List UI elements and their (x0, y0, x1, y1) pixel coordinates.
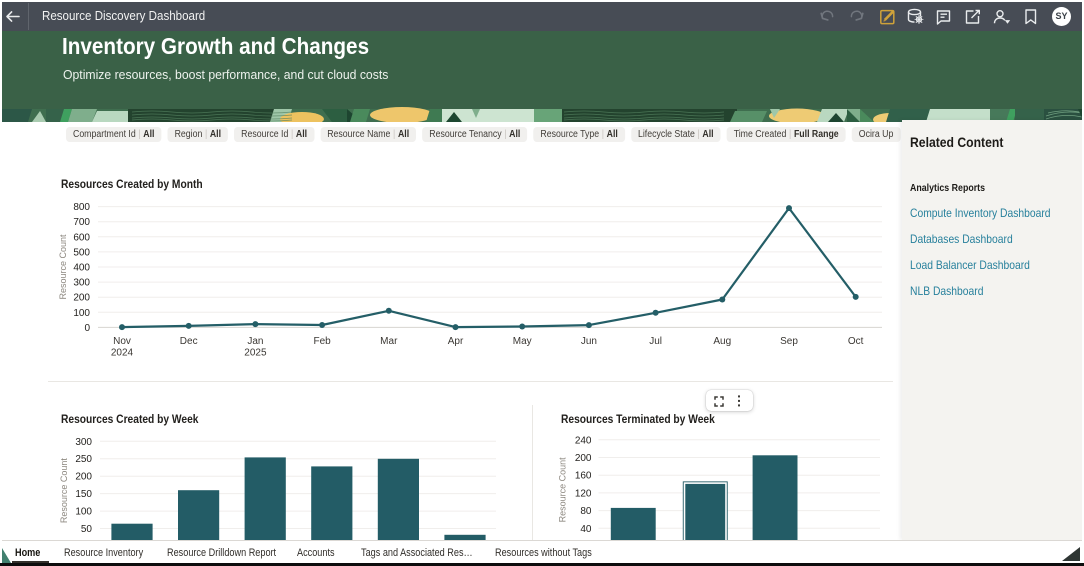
svg-text:May: May (513, 336, 532, 347)
svg-text:40: 40 (580, 524, 592, 535)
svg-text:80: 80 (580, 506, 592, 517)
svg-text:600: 600 (73, 232, 90, 243)
svg-text:Feb: Feb (313, 336, 331, 347)
svg-text:Resource Count: Resource Count (558, 457, 568, 523)
svg-text:Resource Count: Resource Count (59, 458, 69, 524)
svg-text:400: 400 (73, 263, 90, 274)
svg-text:800: 800 (73, 202, 90, 213)
svg-text:Oct: Oct (848, 336, 864, 347)
svg-text:160: 160 (575, 471, 592, 482)
svg-text:0: 0 (84, 323, 90, 334)
svg-text:120: 120 (575, 488, 592, 499)
svg-text:Sep: Sep (780, 336, 798, 347)
svg-text:300: 300 (75, 437, 92, 448)
svg-text:300: 300 (73, 278, 90, 289)
svg-text:Nov: Nov (113, 336, 131, 347)
svg-text:50: 50 (81, 524, 93, 535)
svg-text:200: 200 (75, 472, 92, 483)
svg-text:2024: 2024 (111, 348, 134, 359)
svg-text:Jul: Jul (649, 336, 662, 347)
svg-text:200: 200 (575, 453, 592, 464)
svg-text:Jun: Jun (581, 336, 597, 347)
svg-text:150: 150 (75, 489, 92, 500)
svg-text:250: 250 (75, 454, 92, 465)
svg-text:500: 500 (73, 247, 90, 258)
svg-text:2025: 2025 (244, 348, 267, 359)
svg-text:Mar: Mar (380, 336, 398, 347)
svg-text:Aug: Aug (713, 336, 731, 347)
svg-text:Dec: Dec (180, 336, 198, 347)
svg-text:700: 700 (73, 217, 90, 228)
svg-text:Resource Count: Resource Count (58, 234, 68, 300)
svg-text:240: 240 (575, 435, 592, 446)
svg-text:Apr: Apr (448, 336, 464, 347)
svg-text:200: 200 (73, 293, 90, 304)
svg-text:100: 100 (75, 507, 92, 518)
svg-text:100: 100 (73, 308, 90, 319)
svg-text:Jan: Jan (247, 336, 263, 347)
